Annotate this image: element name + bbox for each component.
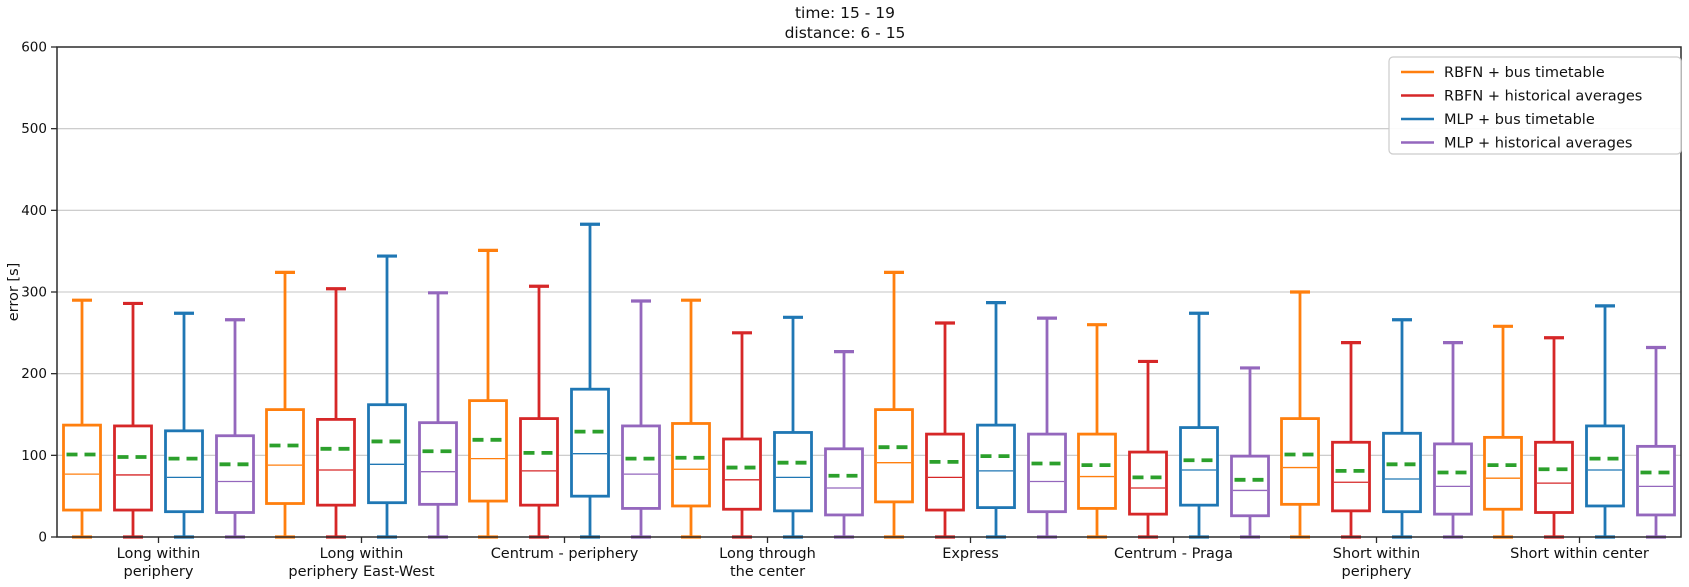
- iqr-box: [265, 408, 305, 505]
- iqr-box: [925, 432, 965, 512]
- y-tick-label-100: 100: [21, 448, 47, 464]
- iqr-box: [468, 399, 508, 503]
- box-2-0: [164, 311, 204, 539]
- box-1-1: [316, 287, 356, 539]
- iqr-box: [418, 421, 458, 506]
- iqr-box: [570, 387, 610, 498]
- box-2-7: [1585, 304, 1625, 539]
- chart-title-line1: time: 15 - 19: [795, 4, 895, 22]
- box-0-5: [1077, 323, 1117, 539]
- box-2-1: [367, 254, 407, 539]
- x-tick-label-7: Short within center: [1510, 546, 1649, 562]
- iqr-box: [215, 434, 255, 514]
- iqr-box: [1382, 431, 1422, 514]
- box-0-0: [62, 298, 102, 539]
- legend-box: [1388, 56, 1682, 155]
- plot-border: [56, 46, 1682, 538]
- y-tick-label-400: 400: [21, 203, 47, 219]
- box-3-4: [1027, 316, 1067, 539]
- x-tick-label-5: Centrum - Praga: [1114, 546, 1233, 562]
- x-tick-label-3: Long through the center: [719, 546, 816, 580]
- box-3-5: [1230, 366, 1270, 539]
- legend-entry-2: MLP + bus timetable: [1401, 112, 1595, 128]
- legend-label-2: MLP + bus timetable: [1444, 112, 1595, 128]
- legend-entry-1: RBFN + historical averages: [1401, 89, 1642, 105]
- iqr-box: [621, 424, 661, 510]
- box-0-1: [265, 270, 305, 539]
- tick-layer: 0 100 200 300 400 500 600 Long within periphery L…: [21, 40, 1649, 581]
- legend-label-0: RBFN + bus timetable: [1444, 65, 1605, 81]
- iqr-box: [671, 422, 711, 508]
- y-tick-label-300: 300: [21, 285, 47, 301]
- box-3-1: [418, 291, 458, 539]
- x-tick-label-1: Long within periphery East-West: [288, 546, 434, 580]
- box-3-3: [824, 350, 864, 539]
- iqr-box: [1128, 450, 1168, 516]
- x-tick-label-6: Short within periphery: [1333, 546, 1421, 580]
- y-tick-label-200: 200: [21, 366, 47, 382]
- iqr-box: [1179, 426, 1219, 507]
- y-axis-label: error [s]: [6, 263, 22, 322]
- legend-label-1: RBFN + historical averages: [1444, 89, 1642, 105]
- legend: RBFN + bus timetable RBFN + historical av…: [1388, 56, 1682, 155]
- x-tick-label-0: Long within periphery: [117, 546, 201, 580]
- box-1-3: [722, 331, 762, 539]
- box-0-2: [468, 248, 508, 539]
- box-3-6: [1433, 341, 1473, 539]
- y-tick-label-500: 500: [21, 121, 47, 137]
- iqr-box: [1433, 442, 1473, 516]
- x-tick-label-2: Centrum - periphery: [491, 546, 639, 562]
- x-tick-label-4: Express: [942, 546, 999, 562]
- iqr-box: [722, 437, 762, 511]
- iqr-box: [1331, 440, 1371, 513]
- grid-layer: [57, 128, 1681, 456]
- iqr-box: [164, 429, 204, 514]
- box-2-2: [570, 222, 610, 539]
- iqr-box: [1585, 424, 1625, 508]
- iqr-box: [62, 423, 102, 512]
- iqr-box: [874, 408, 914, 504]
- iqr-box: [1534, 440, 1574, 514]
- y-tick-label-600: 600: [21, 40, 47, 56]
- box-1-0: [113, 301, 153, 539]
- box-0-3: [671, 298, 711, 539]
- iqr-box: [1636, 444, 1676, 517]
- iqr-box: [1230, 454, 1270, 518]
- box-2-6: [1382, 318, 1422, 539]
- iqr-box: [1280, 417, 1320, 506]
- box-0-4: [874, 270, 914, 539]
- y-tick-label-0: 0: [38, 530, 47, 546]
- iqr-box: [316, 417, 356, 507]
- box-3-7: [1636, 345, 1676, 539]
- box-layer: [62, 222, 1676, 539]
- iqr-box: [113, 424, 153, 512]
- legend-entry-3: MLP + historical averages: [1401, 136, 1632, 152]
- iqr-box: [1027, 432, 1067, 514]
- box-1-4: [925, 321, 965, 539]
- iqr-box: [519, 417, 559, 507]
- box-1-6: [1331, 341, 1371, 539]
- legend-label-3: MLP + historical averages: [1444, 136, 1632, 152]
- box-0-7: [1483, 324, 1523, 539]
- box-2-5: [1179, 311, 1219, 539]
- iqr-box: [1077, 432, 1117, 510]
- box-1-7: [1534, 336, 1574, 539]
- box-0-6: [1280, 290, 1320, 539]
- chart-title-line2: distance: 6 - 15: [785, 24, 906, 42]
- legend-entry-0: RBFN + bus timetable: [1401, 65, 1605, 81]
- box-2-4: [976, 301, 1016, 539]
- iqr-box: [824, 447, 864, 517]
- box-3-0: [215, 318, 255, 539]
- box-3-2: [621, 299, 661, 539]
- iqr-box: [976, 423, 1016, 509]
- box-1-2: [519, 284, 559, 539]
- box-2-3: [773, 315, 813, 539]
- iqr-box: [367, 403, 407, 505]
- iqr-box: [1483, 435, 1523, 511]
- box-1-5: [1128, 359, 1168, 539]
- iqr-box: [773, 431, 813, 513]
